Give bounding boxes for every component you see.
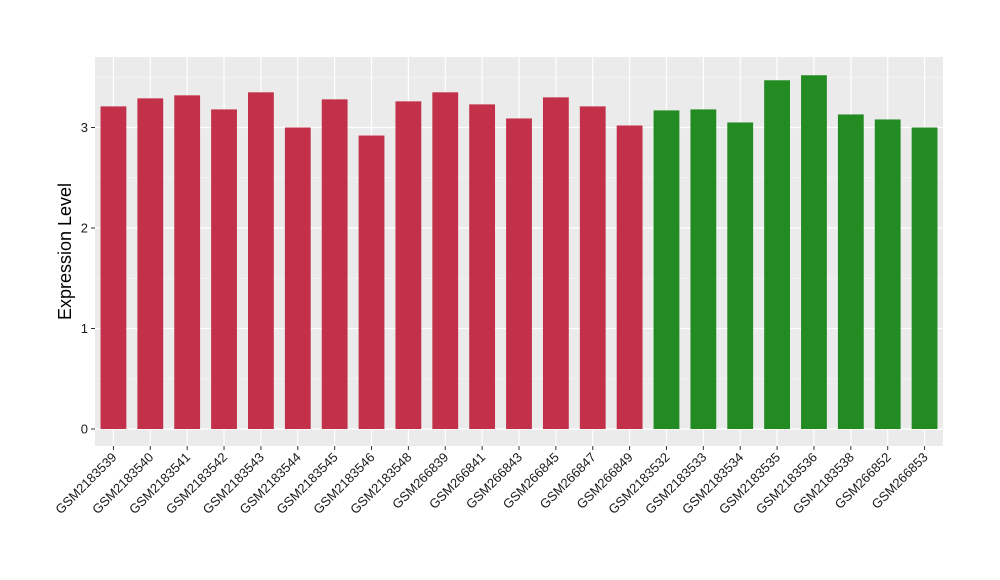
bar-GSM2183546 xyxy=(358,135,385,430)
bar-GSM266847 xyxy=(579,106,606,430)
bar-GSM2183532 xyxy=(653,110,680,429)
bar-GSM266843 xyxy=(506,118,532,429)
y-tick-label: 3 xyxy=(81,120,88,135)
bar-GSM2183548 xyxy=(395,101,422,430)
bar-GSM2183539 xyxy=(100,106,127,430)
bars xyxy=(100,75,938,430)
bar-GSM2183543 xyxy=(248,92,274,429)
y-axis-title: Expression Level xyxy=(55,183,75,320)
bar-GSM266845 xyxy=(542,97,569,429)
bar-GSM266839 xyxy=(432,92,459,429)
bar-GSM2183542 xyxy=(211,109,237,429)
bar-GSM2183536 xyxy=(801,75,827,430)
bar-GSM266841 xyxy=(469,104,496,429)
bar-GSM2183545 xyxy=(321,99,348,430)
bar-GSM266852 xyxy=(874,119,901,430)
y-tick-label: 0 xyxy=(81,422,88,437)
bar-GSM2183534 xyxy=(727,122,754,429)
y-axis: 0 1 2 3 xyxy=(81,120,95,437)
bar-GSM2183541 xyxy=(174,95,201,429)
y-tick-label: 2 xyxy=(81,221,88,236)
x-axis: GSM2183539GSM2183540GSM2183541GSM2183542… xyxy=(52,446,931,517)
y-tick-label: 1 xyxy=(81,321,88,336)
bar-GSM2183538 xyxy=(837,114,864,429)
bar-GSM266853 xyxy=(911,127,938,429)
bar-GSM2183540 xyxy=(137,98,164,429)
bar-GSM2183544 xyxy=(284,127,311,429)
bar-GSM266849 xyxy=(616,125,643,430)
bar-GSM2183535 xyxy=(764,80,790,429)
bar-GSM2183533 xyxy=(690,109,717,429)
